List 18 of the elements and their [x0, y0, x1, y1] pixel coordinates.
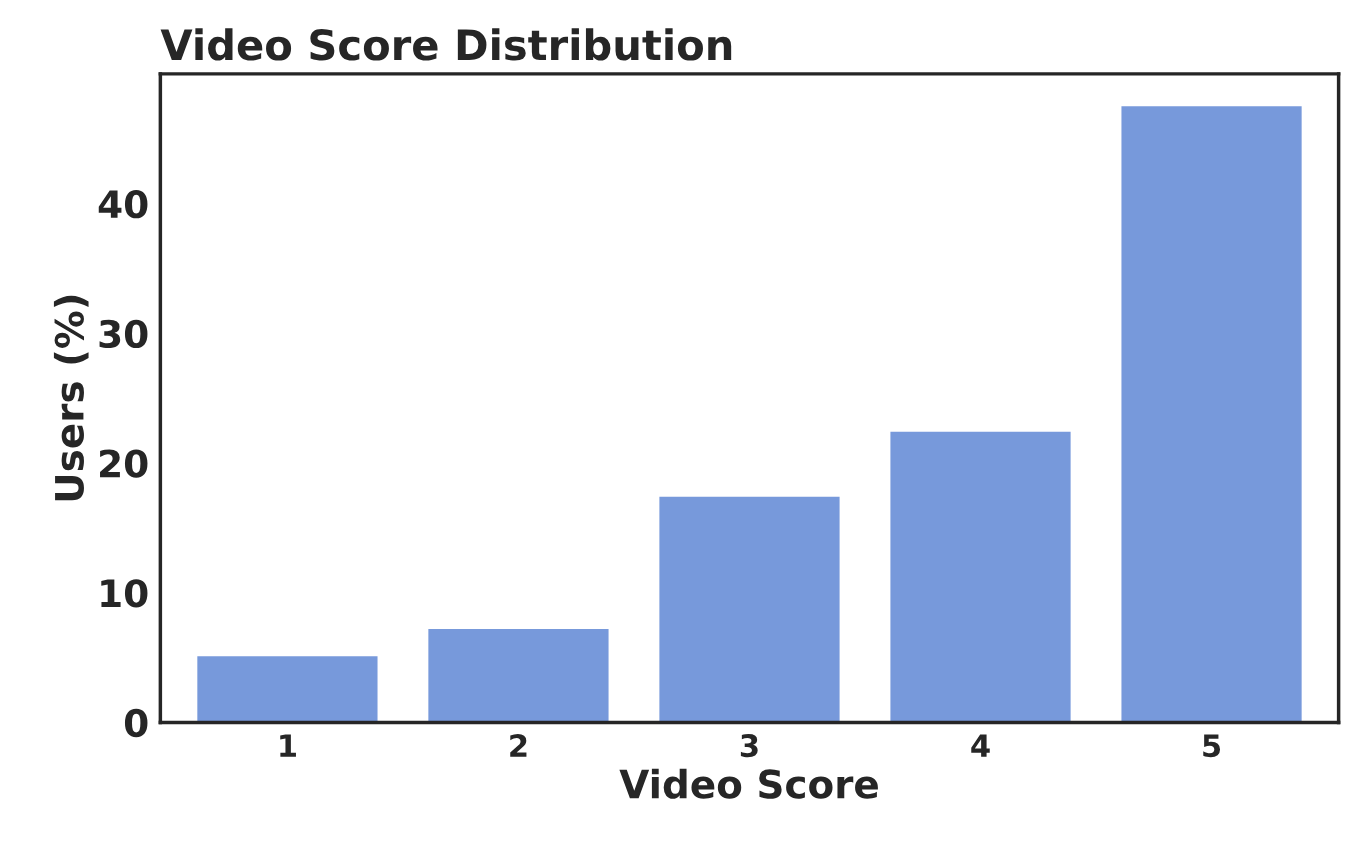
bar: [659, 496, 840, 723]
x-tick-label: 4: [971, 734, 990, 757]
y-tick-label: 10: [101, 579, 148, 608]
x-axis-title: Video Score: [619, 768, 878, 799]
y-tick-label: 30: [99, 319, 148, 349]
y-axis-title: Users (%): [53, 295, 89, 501]
bar: [1121, 106, 1302, 723]
x-tick-label: 2: [510, 734, 527, 757]
x-tick-label: 5: [1203, 734, 1221, 758]
bar: [428, 629, 609, 723]
y-tick-label: 20: [100, 449, 148, 478]
chart-title: Video Score Distribution: [160, 28, 732, 61]
x-tick-label: 3: [740, 734, 758, 758]
x-tick-label: 1: [280, 734, 296, 757]
y-tick-label: 40: [98, 190, 148, 219]
y-tick-label: 0: [124, 708, 148, 738]
bar: [890, 431, 1071, 723]
bar: [197, 656, 378, 723]
